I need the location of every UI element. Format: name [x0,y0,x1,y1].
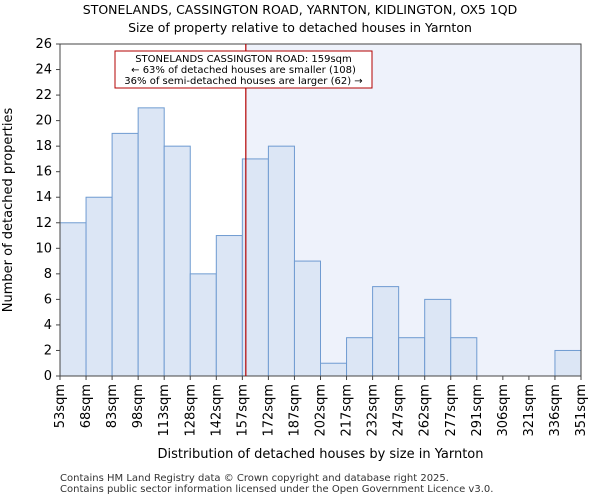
y-tick-label: 16 [35,165,52,180]
x-tick-label: 113sqm [157,384,172,437]
histogram-bar [189,273,217,377]
histogram-bar [267,145,295,377]
x-tick-label: 232sqm [366,384,381,437]
histogram-bar [137,107,165,377]
histogram-bar [320,362,348,377]
x-tick-label: 202sqm [314,384,329,437]
histogram-bar [85,196,113,377]
y-tick-label: 22 [35,88,52,103]
histogram-bar [398,337,426,377]
annotation-box [114,50,373,89]
annotation-line: ← 63% of detached houses are smaller (10… [131,65,356,76]
annotation-line: STONELANDS CASSINGTON ROAD: 159sqm [135,54,352,65]
y-tick-label: 8 [44,267,52,282]
x-tick-label: 247sqm [392,384,407,437]
y-tick-label: 14 [35,190,52,205]
y-tick-label: 0 [44,369,52,384]
histogram-bar [346,337,374,377]
histogram-bar [450,337,478,377]
x-tick-label: 291sqm [470,384,485,437]
x-tick-label: 336sqm [548,384,563,437]
histogram-bar [372,286,400,377]
chart-subtitle: Size of property relative to detached ho… [128,20,472,35]
x-tick-label: 53sqm [53,384,68,428]
histogram-bar [241,158,269,377]
y-tick-label: 26 [35,37,52,52]
y-tick-label: 24 [35,63,52,78]
histogram-bar [111,132,139,377]
x-tick-label: 217sqm [340,384,355,437]
y-tick-label: 10 [35,241,52,256]
histogram-bar [554,349,582,377]
x-axis-label: Distribution of detached houses by size … [158,447,484,462]
footer-line-1: Contains HM Land Registry data © Crown c… [60,473,449,484]
histogram-bar [59,222,87,377]
x-tick-label: 187sqm [287,384,302,437]
x-tick-label: 98sqm [131,384,146,428]
x-tick-label: 306sqm [496,384,511,437]
histogram-bar [215,235,243,377]
footer-line-2: Contains public sector information licen… [60,484,494,495]
x-tick-label: 351sqm [574,384,589,437]
y-tick-label: 6 [44,292,52,307]
chart-title: STONELANDS, CASSINGTON ROAD, YARNTON, KI… [82,2,518,17]
y-tick-label: 18 [35,139,52,154]
x-tick-label: 128sqm [183,384,198,437]
histogram-bar [424,298,452,377]
x-tick-label: 83sqm [105,384,120,428]
y-tick-label: 4 [44,318,52,333]
histogram-bar [163,145,191,377]
histogram-bar [293,260,322,377]
x-tick-label: 262sqm [418,384,433,437]
x-tick-label: 277sqm [444,384,459,437]
y-tick-label: 12 [35,216,52,231]
x-tick-label: 68sqm [79,384,94,428]
y-tick-label: 20 [35,114,52,129]
y-tick-label: 2 [44,343,52,358]
x-tick-label: 157sqm [235,384,250,437]
x-tick-label: 321sqm [522,384,537,437]
x-tick-label: 172sqm [261,384,276,437]
annotation-line: 36% of semi-detached houses are larger (… [124,76,362,87]
x-tick-label: 142sqm [209,384,224,437]
y-axis-label: Number of detached properties [1,108,16,313]
